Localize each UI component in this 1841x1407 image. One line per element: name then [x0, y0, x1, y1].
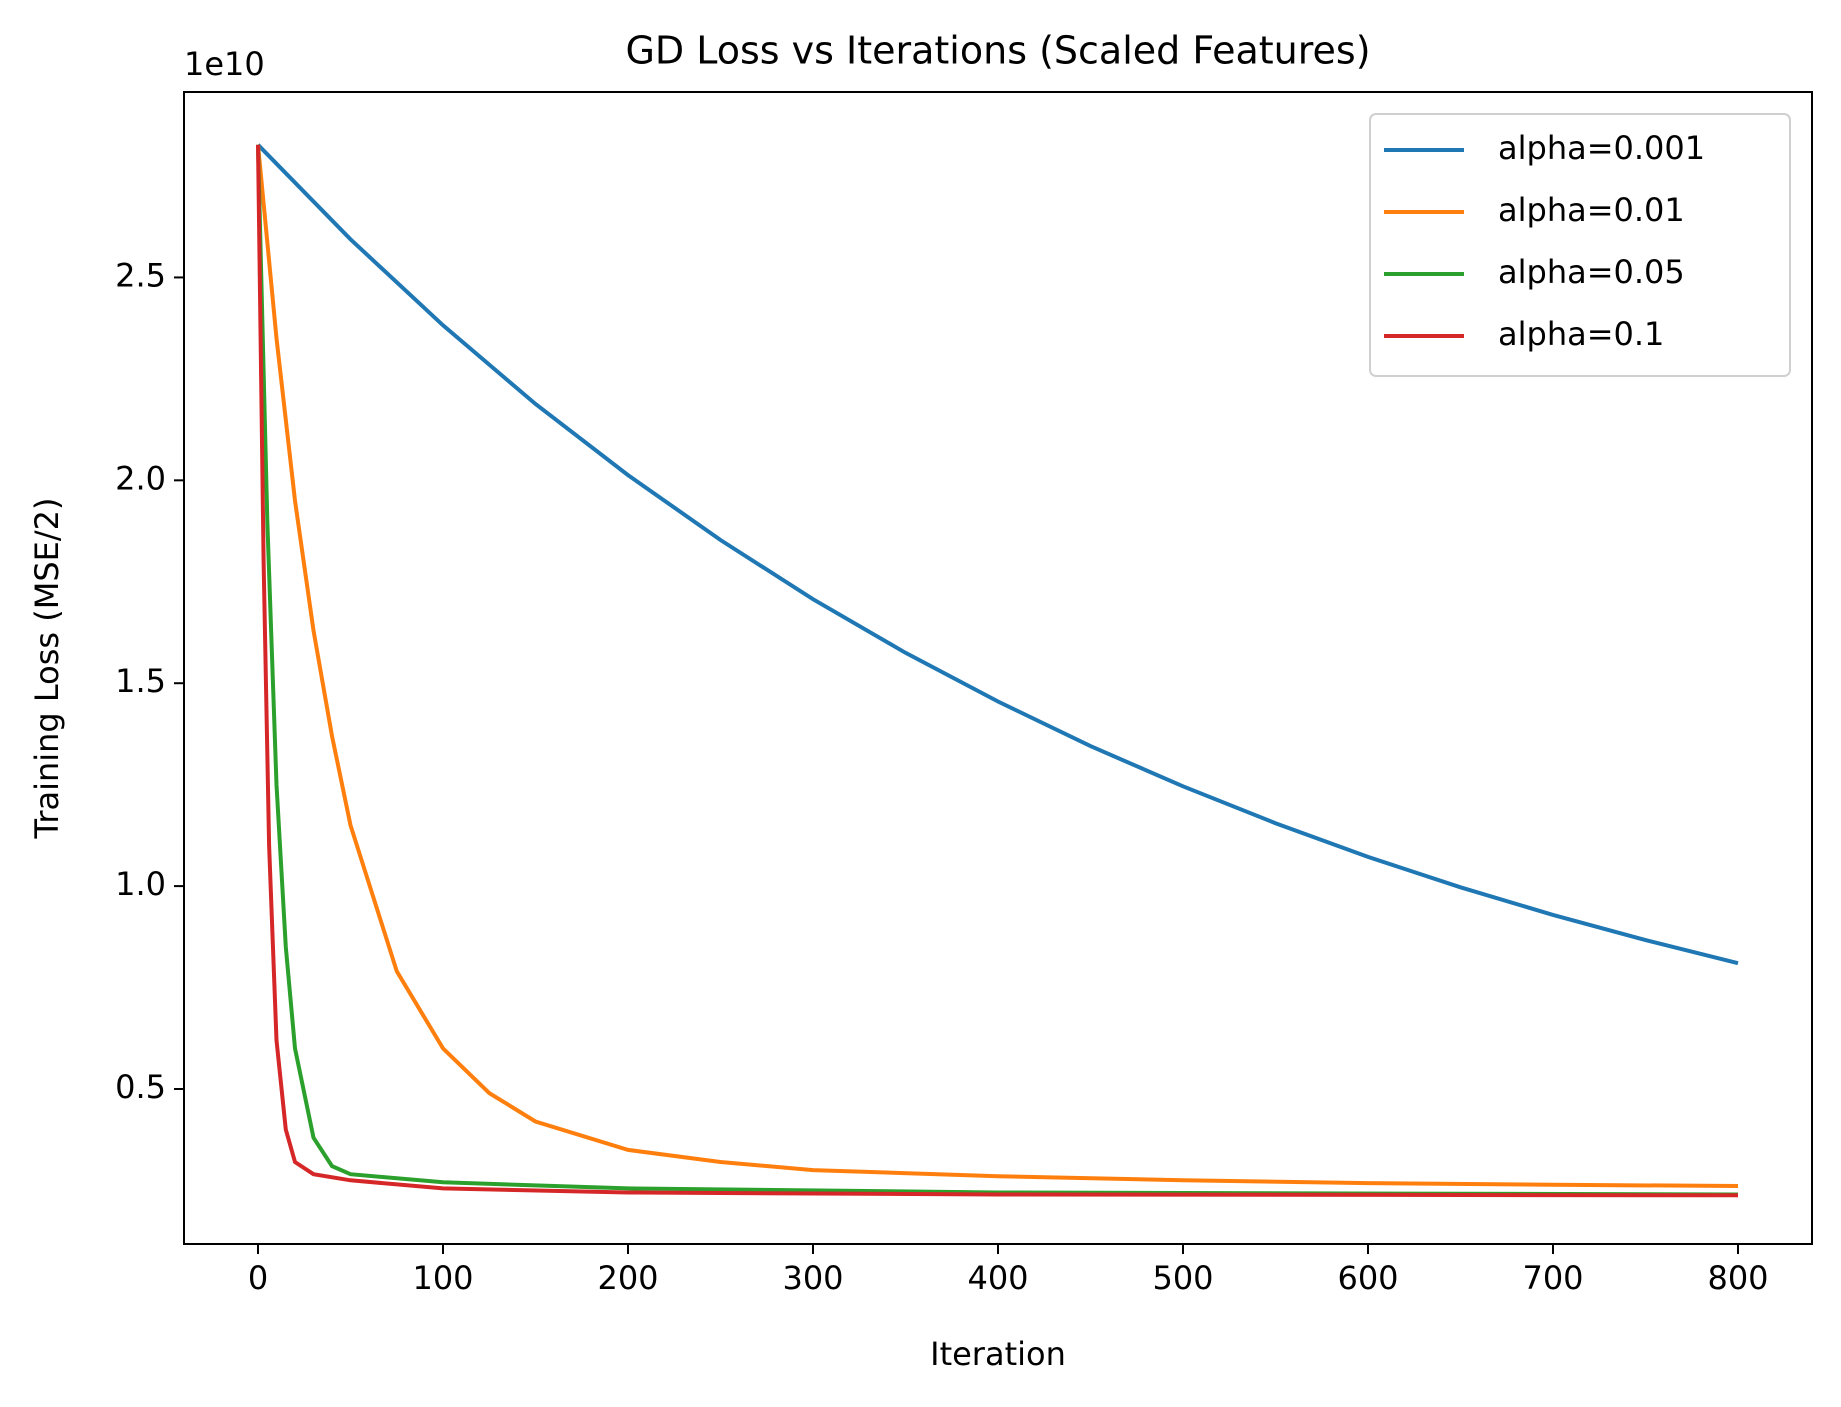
x-tick-label: 600: [1337, 1259, 1398, 1297]
x-tick-label: 500: [1152, 1259, 1213, 1297]
x-axis-label: Iteration: [930, 1335, 1066, 1373]
chart-title: GD Loss vs Iterations (Scaled Features): [625, 29, 1370, 73]
legend-label: alpha=0.1: [1498, 315, 1664, 353]
x-tick-label: 300: [782, 1259, 843, 1297]
y-tick-label: 0.5: [115, 1068, 166, 1106]
x-tick-label: 200: [597, 1259, 658, 1297]
legend-label: alpha=0.01: [1498, 191, 1685, 229]
x-tick-label: 100: [412, 1259, 473, 1297]
y-offset-label: 1e10: [184, 45, 265, 83]
x-tick-label: 700: [1522, 1259, 1583, 1297]
legend-label: alpha=0.001: [1498, 129, 1705, 167]
y-tick-label: 1.5: [115, 662, 166, 700]
line-series: [256, 144, 1739, 1197]
y-tick-label: 2.0: [115, 459, 166, 497]
y-tick-label: 1.0: [115, 865, 166, 903]
legend-label: alpha=0.05: [1498, 253, 1685, 291]
y-tick-label: 2.5: [115, 256, 166, 294]
x-tick-label: 800: [1707, 1259, 1768, 1297]
legend-box: [1369, 113, 1791, 377]
line-series: [256, 143, 1739, 966]
plot-frame: [183, 91, 1813, 1245]
x-tick-label: 400: [967, 1259, 1028, 1297]
line-series: [256, 144, 1739, 1198]
x-tick-label: 0: [248, 1259, 268, 1297]
y-axis-label: Training Loss (MSE/2): [28, 497, 66, 839]
line-series: [256, 144, 1739, 1188]
